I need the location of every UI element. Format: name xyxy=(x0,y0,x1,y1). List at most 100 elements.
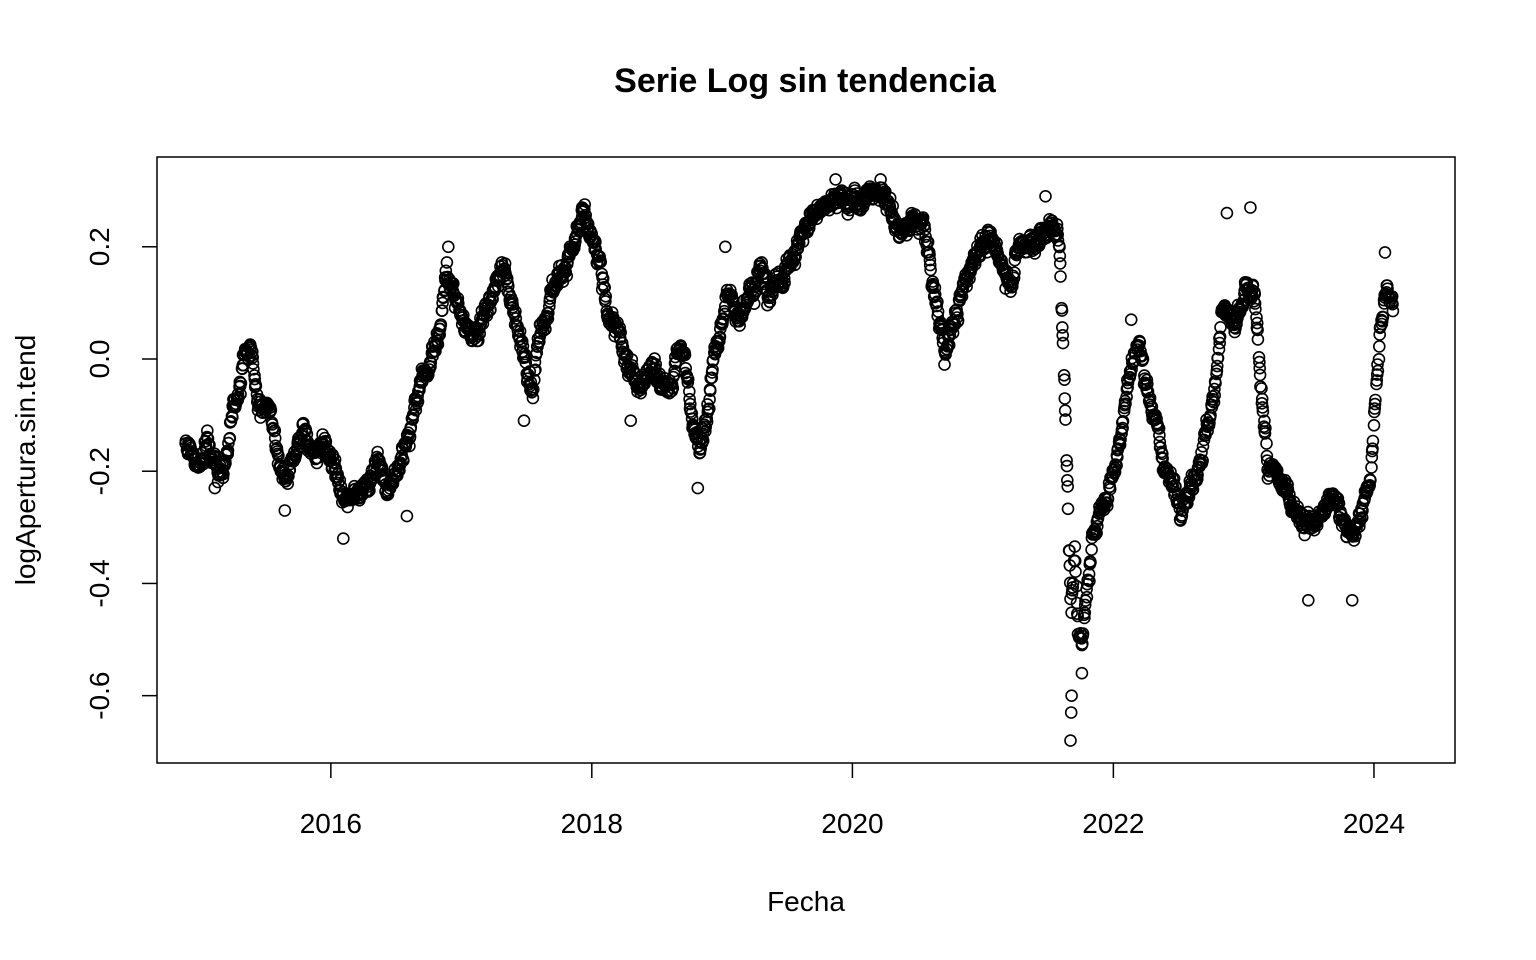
data-point xyxy=(1366,442,1379,456)
data-point xyxy=(946,326,960,340)
plot-frame xyxy=(156,156,1456,764)
data-point xyxy=(509,305,522,318)
data-point xyxy=(264,403,278,417)
data-point xyxy=(541,312,555,326)
data-point xyxy=(1064,592,1077,606)
data-point xyxy=(1075,666,1089,680)
data-point xyxy=(1220,206,1234,220)
data-point xyxy=(829,173,842,186)
data-point xyxy=(703,384,717,398)
data-point xyxy=(334,479,348,493)
data-point xyxy=(528,355,542,369)
y-tick-label--0.4: -0.4 xyxy=(84,559,115,607)
data-point xyxy=(1251,323,1264,337)
data-point xyxy=(1244,201,1257,214)
data-point xyxy=(1066,577,1080,590)
data-point xyxy=(696,427,710,441)
data-point xyxy=(281,477,295,491)
data-point xyxy=(1370,377,1383,391)
data-point xyxy=(883,191,897,205)
data-point xyxy=(234,376,248,390)
data-point xyxy=(1376,310,1390,324)
data-point xyxy=(575,201,589,214)
data-point xyxy=(1369,393,1382,407)
data-point xyxy=(249,379,263,393)
data-point xyxy=(596,272,610,285)
data-point xyxy=(1007,271,1021,285)
x-tick-label-2018: 2018 xyxy=(561,808,623,839)
data-point xyxy=(1260,437,1273,450)
data-point xyxy=(1355,511,1369,524)
data-point xyxy=(1065,689,1078,703)
data-point xyxy=(1368,402,1381,415)
data-point xyxy=(1255,396,1269,410)
data-point xyxy=(1208,382,1221,396)
data-point xyxy=(1386,304,1400,318)
data-point xyxy=(1246,278,1260,292)
data-point xyxy=(526,382,540,396)
data-point xyxy=(371,452,385,466)
data-point xyxy=(1248,297,1262,310)
data-point xyxy=(1181,497,1194,510)
data-point xyxy=(1108,465,1122,479)
data-point xyxy=(733,319,746,332)
data-point xyxy=(1133,335,1147,349)
data-point xyxy=(1201,424,1214,438)
data-point xyxy=(951,307,964,321)
data-point xyxy=(987,234,1001,248)
data-point xyxy=(1120,390,1133,404)
data-point xyxy=(1253,368,1267,382)
data-point xyxy=(1110,459,1123,472)
data-point xyxy=(505,294,519,307)
data-point xyxy=(336,532,350,545)
x-axis: 2016 2018 2020 2022 2024 xyxy=(300,763,1405,839)
data-point xyxy=(1156,447,1169,461)
data-point xyxy=(1008,253,1022,267)
data-point xyxy=(1364,473,1377,487)
data-point xyxy=(1058,392,1072,405)
data-point xyxy=(297,416,310,430)
data-point xyxy=(1114,433,1127,446)
data-point xyxy=(1056,328,1069,342)
data-point xyxy=(451,296,465,310)
data-point xyxy=(1167,472,1181,485)
data-point xyxy=(1373,340,1386,353)
data-point xyxy=(748,277,762,291)
data-point xyxy=(529,363,542,377)
data-point xyxy=(436,296,449,310)
data-point xyxy=(1061,502,1075,516)
data-point xyxy=(1331,492,1345,505)
data-point xyxy=(233,375,247,389)
data-point xyxy=(579,208,593,222)
data-point xyxy=(1101,499,1114,513)
data-point xyxy=(594,255,608,269)
data-point xyxy=(1248,287,1261,301)
data-point xyxy=(951,314,965,327)
data-point xyxy=(1251,333,1265,346)
data-point xyxy=(1121,376,1135,390)
data-point xyxy=(702,402,716,416)
data-point xyxy=(1372,352,1386,366)
data-point xyxy=(1210,364,1224,378)
data-point xyxy=(1208,388,1221,402)
data-point xyxy=(1008,266,1021,280)
data-point xyxy=(1250,316,1264,330)
data-point xyxy=(1281,482,1295,496)
data-point xyxy=(699,420,713,434)
data-point xyxy=(1385,290,1399,303)
data-point xyxy=(278,504,292,517)
data-point xyxy=(1078,598,1092,612)
data-point xyxy=(1057,368,1071,382)
data-point xyxy=(404,420,418,434)
data-point xyxy=(706,363,719,377)
data-point xyxy=(411,389,424,403)
data-point xyxy=(403,439,416,453)
data-point xyxy=(1141,385,1155,398)
data-point xyxy=(923,253,937,267)
data-point xyxy=(1068,540,1082,553)
data-point xyxy=(1256,405,1270,418)
data-point xyxy=(396,454,410,467)
data-point xyxy=(1124,313,1138,327)
data-point xyxy=(1056,336,1070,350)
